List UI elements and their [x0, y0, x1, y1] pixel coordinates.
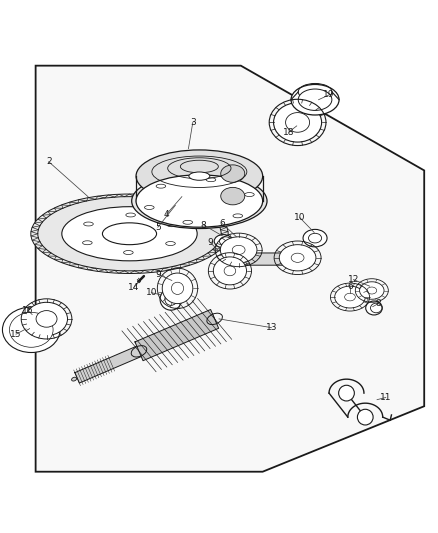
Ellipse shape: [233, 214, 243, 218]
Text: 19: 19: [323, 91, 335, 100]
Ellipse shape: [221, 188, 245, 205]
Ellipse shape: [291, 253, 304, 262]
Ellipse shape: [124, 251, 133, 254]
Ellipse shape: [366, 301, 382, 315]
Ellipse shape: [345, 293, 355, 301]
Ellipse shape: [31, 194, 228, 273]
Ellipse shape: [167, 223, 177, 227]
Text: 16: 16: [22, 305, 34, 314]
Text: 3: 3: [190, 118, 196, 127]
Text: 6: 6: [219, 219, 226, 228]
Ellipse shape: [84, 222, 93, 226]
Ellipse shape: [10, 312, 53, 348]
Ellipse shape: [360, 282, 384, 299]
Ellipse shape: [145, 206, 154, 209]
Ellipse shape: [224, 266, 236, 276]
Ellipse shape: [206, 178, 216, 182]
Ellipse shape: [162, 273, 193, 304]
Ellipse shape: [279, 245, 316, 271]
Ellipse shape: [291, 84, 339, 115]
Ellipse shape: [160, 288, 182, 310]
Ellipse shape: [213, 257, 247, 285]
Text: 10: 10: [294, 213, 306, 222]
Ellipse shape: [286, 112, 310, 132]
Ellipse shape: [136, 175, 263, 227]
Text: 14: 14: [128, 283, 140, 292]
Ellipse shape: [136, 150, 263, 203]
Ellipse shape: [132, 174, 267, 229]
Text: 10: 10: [145, 288, 157, 297]
Ellipse shape: [308, 233, 321, 243]
Ellipse shape: [62, 207, 197, 261]
Ellipse shape: [367, 287, 377, 294]
Ellipse shape: [171, 282, 184, 294]
Ellipse shape: [3, 307, 60, 352]
Ellipse shape: [219, 237, 232, 246]
Ellipse shape: [102, 223, 156, 245]
Ellipse shape: [298, 89, 332, 110]
Polygon shape: [35, 66, 424, 472]
Text: 12: 12: [348, 275, 359, 284]
Ellipse shape: [220, 237, 257, 263]
Ellipse shape: [221, 165, 245, 182]
Text: 4: 4: [164, 209, 170, 219]
Text: 8: 8: [201, 221, 207, 230]
Circle shape: [339, 385, 354, 401]
Ellipse shape: [232, 245, 245, 254]
Ellipse shape: [36, 311, 57, 327]
Text: 13: 13: [265, 323, 277, 332]
Ellipse shape: [156, 184, 166, 188]
Ellipse shape: [335, 286, 365, 308]
Ellipse shape: [165, 293, 177, 305]
Text: 9: 9: [207, 238, 213, 247]
Text: 8: 8: [375, 299, 381, 308]
Ellipse shape: [189, 172, 210, 180]
Ellipse shape: [274, 103, 321, 142]
Ellipse shape: [214, 235, 233, 248]
Ellipse shape: [183, 220, 193, 224]
Text: 5: 5: [155, 223, 161, 232]
Ellipse shape: [303, 229, 327, 247]
Ellipse shape: [244, 192, 254, 197]
Ellipse shape: [82, 241, 92, 245]
Text: 6: 6: [347, 281, 353, 290]
Text: 9: 9: [155, 270, 161, 279]
Text: 18: 18: [283, 127, 295, 136]
Ellipse shape: [25, 302, 67, 335]
Text: 15: 15: [10, 330, 22, 338]
Ellipse shape: [71, 377, 77, 381]
Polygon shape: [75, 314, 217, 383]
Text: 2: 2: [46, 157, 52, 166]
FancyBboxPatch shape: [237, 253, 304, 265]
Ellipse shape: [371, 303, 382, 313]
Ellipse shape: [166, 241, 175, 246]
Polygon shape: [135, 310, 219, 361]
Ellipse shape: [126, 213, 135, 217]
Text: 11: 11: [380, 393, 392, 402]
Circle shape: [357, 409, 373, 425]
